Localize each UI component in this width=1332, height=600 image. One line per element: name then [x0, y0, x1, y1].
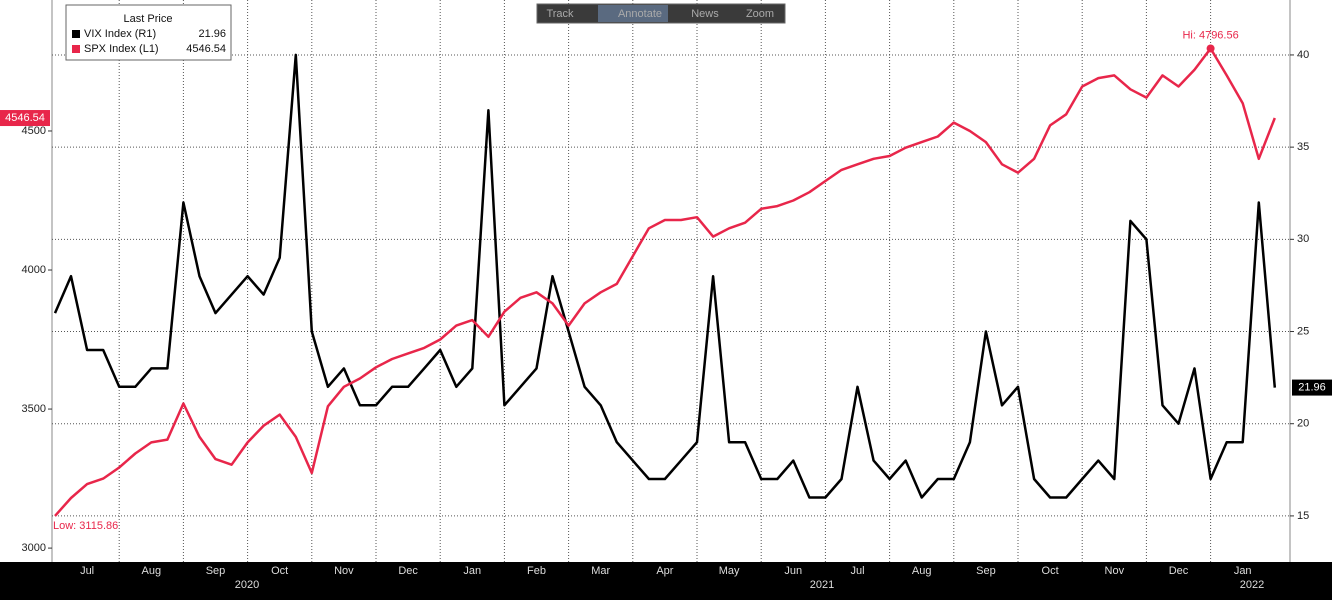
toolbar-button[interactable]: News	[691, 8, 719, 20]
low-label: Low: 3115.86	[53, 520, 118, 532]
legend-title: Last Price	[124, 13, 173, 25]
x-tick-label: Oct	[271, 565, 288, 577]
series-line	[53, 53, 1277, 499]
toolbar-button[interactable]: Annotate	[618, 8, 662, 20]
grid	[52, 0, 1290, 562]
x-axis-strip	[0, 562, 1332, 595]
x-tick-label: Jan	[463, 565, 481, 577]
legend-name: SPX Index (L1)	[84, 43, 159, 55]
x-tick-label: May	[719, 565, 740, 577]
lines	[53, 47, 1277, 517]
toolbar-button[interactable]: Zoom	[746, 8, 774, 20]
legend-swatch	[72, 45, 80, 53]
series-line	[54, 47, 1276, 517]
last-value-tag	[0, 110, 50, 127]
x-tick-label: Feb	[527, 565, 546, 577]
y-tick-label: 3500	[22, 403, 46, 415]
x-tick-label: Nov	[1105, 565, 1125, 577]
x-tick-label: Mar	[591, 565, 610, 577]
y2-tick-label: 30	[1297, 233, 1309, 245]
legend: Last Price	[65, 4, 232, 61]
x-tick-label: Oct	[1042, 565, 1059, 577]
plot-background	[0, 0, 1332, 562]
y2-tick-label: 40	[1297, 49, 1309, 61]
y2-tick-label: 20	[1297, 418, 1309, 430]
year-label: 2020	[235, 579, 259, 591]
toolbar: Track Annotate News Zoom	[536, 3, 786, 24]
legend-name: VIX Index (R1)	[84, 28, 156, 40]
legend-value: 21.96	[198, 28, 226, 40]
y2-tick-label: 15	[1297, 510, 1309, 522]
legend-swatch	[72, 30, 80, 38]
toolbar-active	[598, 5, 668, 22]
x-tick-label: Sep	[206, 565, 226, 577]
x-tick-label: Apr	[656, 565, 673, 577]
year-label: 2022	[1240, 579, 1264, 591]
x-tick-label: Aug	[142, 565, 162, 577]
x-tick-label: Nov	[334, 565, 354, 577]
year-label: 2021	[810, 579, 834, 591]
last-value-label: 4546.54	[5, 112, 45, 124]
x-tick-label: Jan	[1234, 565, 1252, 577]
legend-value: 4546.54	[186, 43, 226, 55]
high-marker	[1206, 44, 1215, 53]
x-tick-label: Aug	[912, 565, 932, 577]
x-tick-label: Jul	[850, 565, 864, 577]
x-tick-label: Jul	[80, 565, 94, 577]
high-label: Hi: 4796.56	[1182, 29, 1238, 41]
toolbar-button[interactable]: Track	[546, 8, 574, 20]
y-tick-label: 4000	[22, 264, 46, 276]
y-tick-label: 3000	[22, 542, 46, 554]
last-value-label: 21.96	[1298, 381, 1326, 393]
y2-tick-label: 25	[1297, 325, 1309, 337]
y-tick-label: 4500	[22, 125, 46, 137]
legend-box	[65, 4, 232, 61]
y2-tick-label: 35	[1297, 141, 1309, 153]
x-tick-label: Dec	[1169, 565, 1189, 577]
x-tick-label: Sep	[976, 565, 996, 577]
x-tick-label: Dec	[398, 565, 418, 577]
last-value-tag	[1292, 379, 1332, 396]
x-tick-label: Jun	[784, 565, 802, 577]
